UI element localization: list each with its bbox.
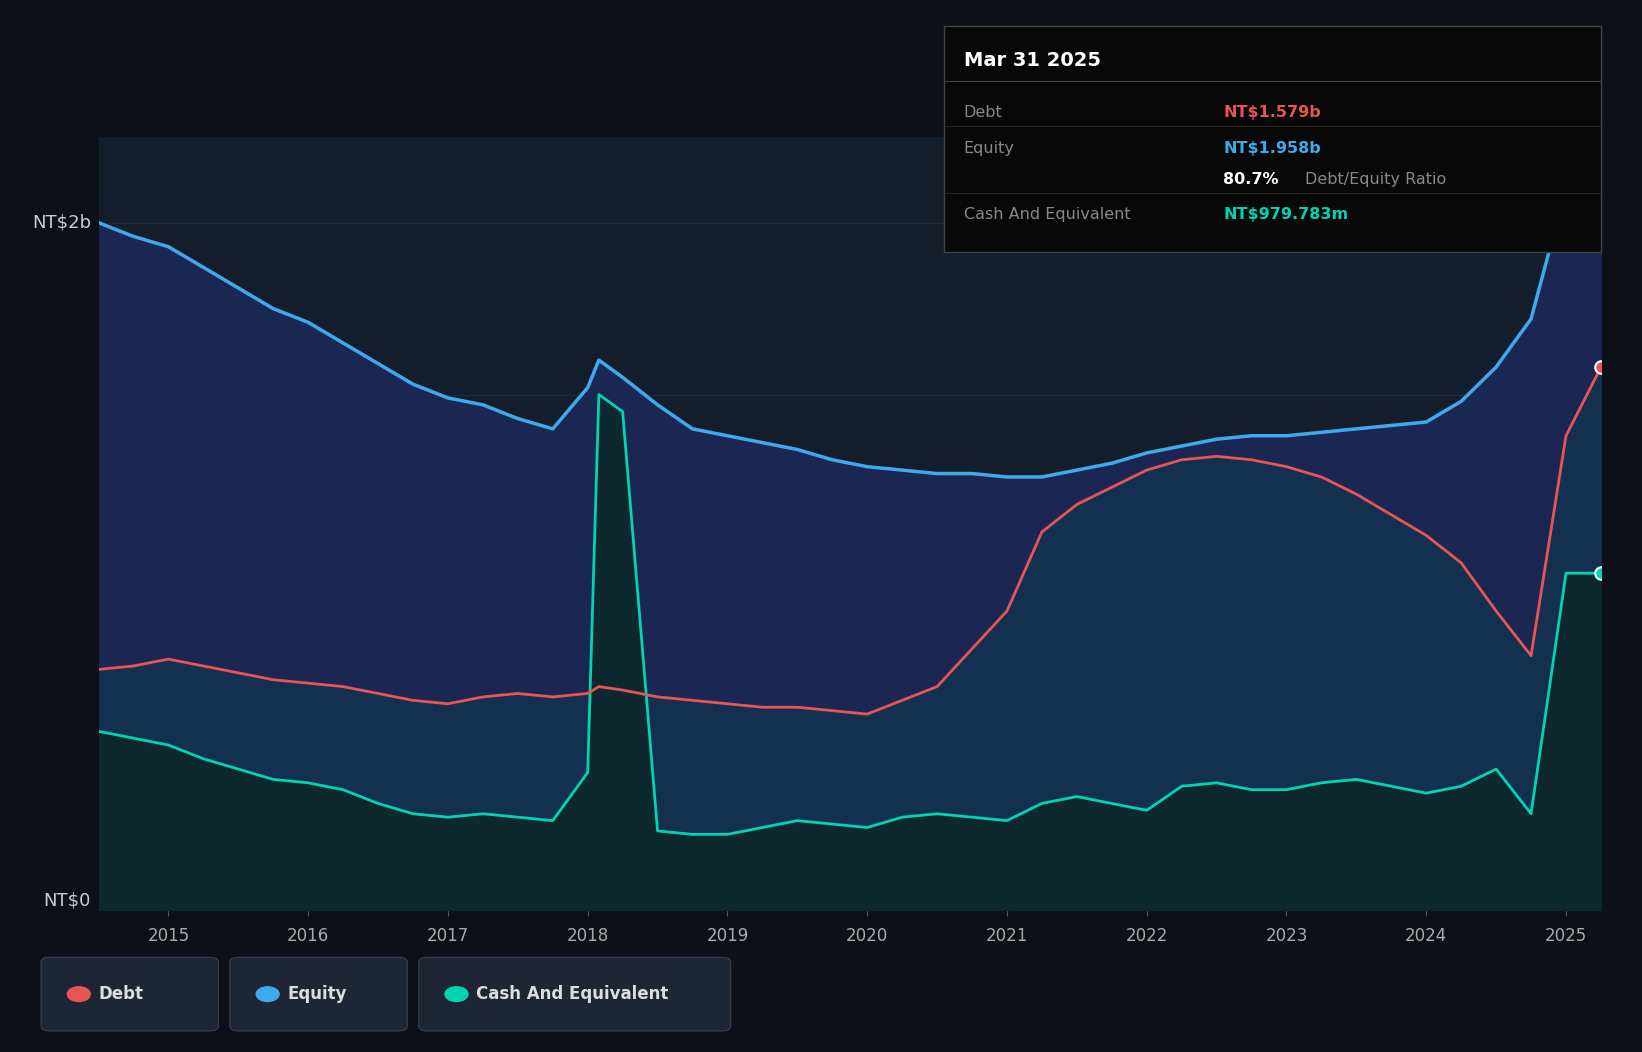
Text: NT$1.958b: NT$1.958b — [1223, 141, 1322, 156]
Text: NT$1.579b: NT$1.579b — [1223, 105, 1322, 120]
Text: Debt: Debt — [964, 105, 1003, 120]
Text: 80.7%: 80.7% — [1223, 173, 1279, 187]
Text: Mar 31 2025: Mar 31 2025 — [964, 52, 1100, 70]
Text: Equity: Equity — [964, 141, 1015, 156]
Text: Cash And Equivalent: Cash And Equivalent — [476, 985, 668, 1004]
Text: NT$0: NT$0 — [44, 892, 90, 910]
Text: Equity: Equity — [287, 985, 346, 1004]
Text: NT$979.783m: NT$979.783m — [1223, 207, 1348, 222]
Text: NT$2b: NT$2b — [31, 214, 90, 231]
Text: Debt: Debt — [99, 985, 143, 1004]
Text: Cash And Equivalent: Cash And Equivalent — [964, 207, 1130, 222]
Text: Debt/Equity Ratio: Debt/Equity Ratio — [1305, 173, 1447, 187]
